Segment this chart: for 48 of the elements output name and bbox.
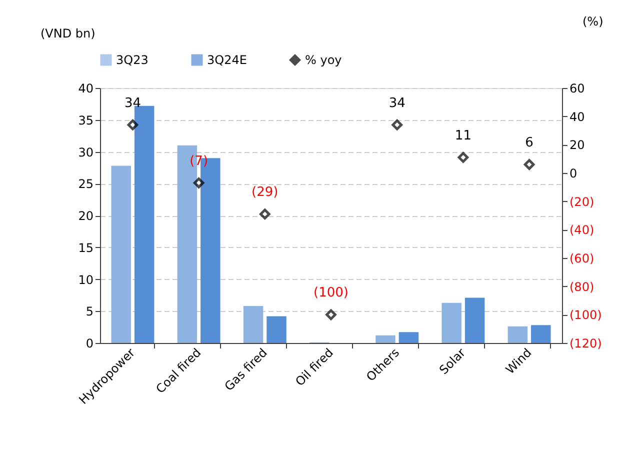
y-tick-label: 25: [78, 177, 94, 192]
bar: [508, 326, 528, 343]
bar: [134, 106, 154, 343]
data-label: 34: [388, 96, 406, 111]
y2-axis-title: (%): [582, 14, 604, 28]
y-tick-label: 20: [78, 209, 94, 223]
y-tick-label: 30: [78, 145, 94, 160]
y2-tick-label: 0: [570, 166, 578, 180]
y-axis-title: (VND bn): [40, 26, 96, 40]
bar: [243, 306, 264, 343]
legend-label: 3Q23: [116, 53, 148, 67]
data-label: (29): [252, 185, 278, 200]
y-tick-label: 5: [86, 304, 94, 319]
point: [458, 152, 469, 163]
data-label: (7): [190, 154, 208, 169]
bar: [111, 166, 131, 343]
point: [326, 309, 336, 320]
y-tick-label: 40: [78, 82, 94, 96]
bar: [376, 335, 396, 343]
y-tick-label: 0: [86, 336, 94, 350]
legend-label: % yoy: [305, 53, 342, 67]
y-tick-label: 10: [78, 272, 94, 287]
y2-tick-label: (60): [570, 252, 594, 266]
y2-tick-label: (80): [570, 280, 594, 294]
y-tick-label: 35: [78, 113, 94, 128]
y2-tick-label: (40): [570, 223, 594, 238]
legend-label: 3Q24E: [207, 53, 247, 67]
point: [193, 177, 204, 188]
y2-tick-label: 40: [570, 110, 585, 124]
point: [524, 159, 535, 170]
point: [259, 208, 270, 220]
data-label: 11: [454, 128, 472, 144]
point: [392, 119, 403, 130]
y2-tick-label: (20): [570, 194, 594, 209]
point: [127, 119, 138, 130]
bar: [442, 302, 462, 343]
bar: [531, 325, 551, 343]
y2-tick-label: 20: [570, 138, 585, 152]
data-label: 6: [525, 136, 534, 150]
bar: [464, 298, 485, 343]
bar: [398, 332, 419, 343]
y2-tick-label: (100): [570, 308, 602, 322]
data-label: 34: [124, 96, 141, 111]
y-tick-label: 15: [78, 240, 94, 255]
y2-tick-label: 60: [570, 82, 585, 96]
y2-tick-label: (120): [570, 336, 602, 350]
data-label: (100): [314, 286, 348, 301]
bar: [266, 316, 286, 343]
